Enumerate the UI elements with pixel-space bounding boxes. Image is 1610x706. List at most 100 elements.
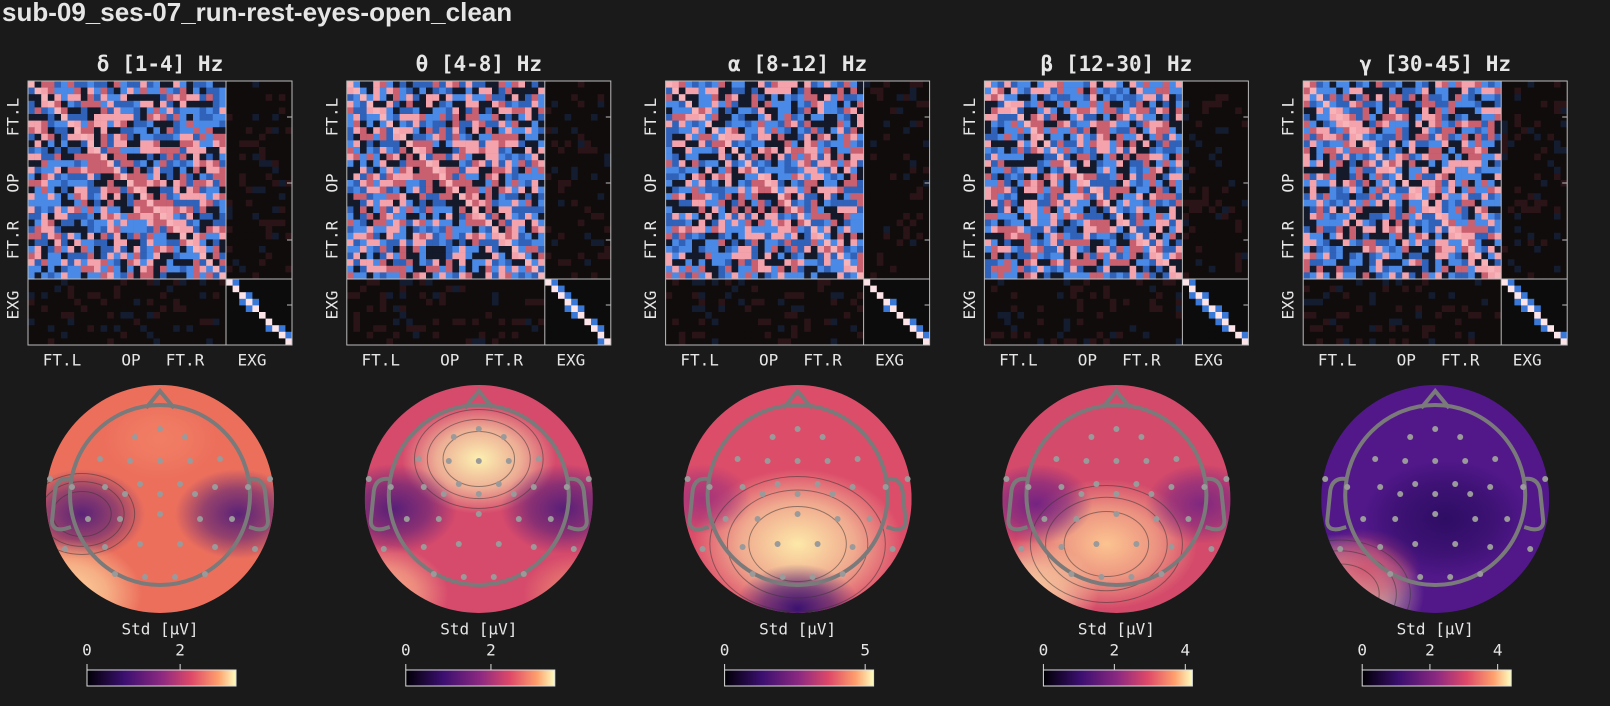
matrix-cell — [445, 206, 453, 214]
matrix-cell — [678, 318, 686, 326]
matrix-cell — [544, 133, 552, 141]
matrix-cell — [777, 331, 785, 339]
matrix-cell — [465, 87, 473, 95]
matrix-cell — [804, 153, 812, 161]
matrix-cell — [758, 265, 765, 273]
matrix-cell — [226, 87, 233, 95]
matrix-cell — [531, 173, 539, 181]
matrix-cell — [923, 272, 930, 280]
matrix-cell — [678, 147, 686, 154]
matrix-cell — [412, 213, 420, 220]
matrix-cell — [909, 331, 917, 339]
matrix-cell — [113, 312, 121, 319]
matrix-cell — [784, 305, 792, 313]
matrix-cell — [678, 173, 686, 181]
matrix-cell — [353, 312, 361, 319]
matrix-cell — [74, 318, 82, 326]
matrix-cell — [577, 81, 585, 88]
matrix-cell — [711, 285, 719, 293]
matrix-cell — [360, 331, 367, 339]
matrix-cell — [419, 265, 427, 273]
matrix-cell — [173, 219, 181, 227]
matrix-cell — [738, 279, 746, 286]
matrix-cell — [379, 94, 387, 102]
matrix-cell — [245, 325, 253, 333]
matrix-cell — [817, 206, 825, 214]
matrix-cell — [80, 160, 88, 168]
matrix-cell — [505, 279, 513, 286]
matrix-cell — [412, 120, 420, 128]
matrix-cell — [399, 87, 407, 95]
matrix-cell — [857, 193, 864, 201]
matrix-cell — [412, 338, 420, 346]
matrix-cell — [366, 246, 374, 253]
matrix-cell — [252, 153, 260, 161]
matrix-cell — [445, 107, 453, 115]
matrix-cell — [505, 133, 513, 141]
matrix-cell — [692, 312, 699, 319]
matrix-cell — [751, 94, 759, 102]
matrix-cell — [876, 325, 884, 333]
matrix-cell — [47, 173, 55, 181]
matrix-cell — [245, 186, 253, 194]
matrix-cell — [843, 107, 851, 115]
matrix-cell — [100, 120, 108, 128]
matrix-cell — [272, 206, 280, 214]
matrix-cell — [558, 87, 565, 95]
matrix-cell — [751, 279, 759, 286]
matrix-cell — [711, 312, 719, 319]
matrix-cell — [272, 107, 280, 115]
matrix-cell — [591, 87, 598, 95]
matrix-cell — [843, 180, 851, 187]
matrix-cell — [426, 338, 433, 346]
matrix-cell — [285, 166, 293, 174]
matrix-cell — [239, 325, 247, 333]
matrix-cell — [511, 186, 519, 194]
matrix-cell — [219, 305, 227, 313]
matrix-cell — [252, 114, 260, 121]
matrix-cell — [272, 292, 280, 300]
matrix-cell — [353, 239, 361, 247]
matrix-cell — [777, 312, 785, 319]
matrix-cell — [285, 100, 293, 108]
matrix-cell — [54, 226, 62, 234]
matrix-cell — [804, 338, 812, 346]
matrix-cell — [564, 127, 572, 135]
column-label: FT.R — [485, 351, 524, 370]
matrix-cell — [863, 186, 871, 194]
matrix-cell — [239, 107, 247, 115]
electrode — [769, 434, 776, 440]
matrix-cell — [672, 166, 680, 174]
colorbar-tick-label: 0 — [82, 641, 92, 660]
matrix-cell — [212, 272, 220, 280]
matrix-cell — [285, 305, 293, 313]
matrix-cell — [604, 100, 612, 108]
matrix-cell — [797, 305, 805, 313]
matrix-cell — [718, 94, 726, 102]
matrix-cell — [87, 331, 95, 339]
matrix-cell — [120, 279, 128, 286]
matrix-cell — [133, 107, 141, 115]
matrix-cell — [837, 285, 845, 293]
matrix-cell — [505, 305, 513, 313]
matrix-cell — [285, 186, 293, 194]
matrix-cell — [239, 100, 247, 108]
matrix-cell — [386, 199, 394, 207]
matrix-cell — [113, 147, 121, 154]
matrix-cell — [41, 193, 49, 201]
matrix-cell — [685, 87, 693, 95]
matrix-cell — [393, 331, 400, 339]
matrix-cell — [731, 173, 739, 181]
matrix-cell — [439, 226, 447, 234]
matrix-cell — [577, 219, 585, 227]
matrix-cell — [692, 331, 699, 339]
contour — [426, 418, 531, 500]
matrix-cell — [419, 107, 427, 115]
matrix-cell — [518, 133, 526, 141]
matrix-cell — [692, 226, 699, 234]
matrix-cell — [61, 147, 68, 154]
matrix-cell — [226, 153, 233, 161]
matrix-cell — [764, 292, 772, 300]
matrix-cell — [863, 133, 871, 141]
matrix-cell — [883, 147, 891, 154]
